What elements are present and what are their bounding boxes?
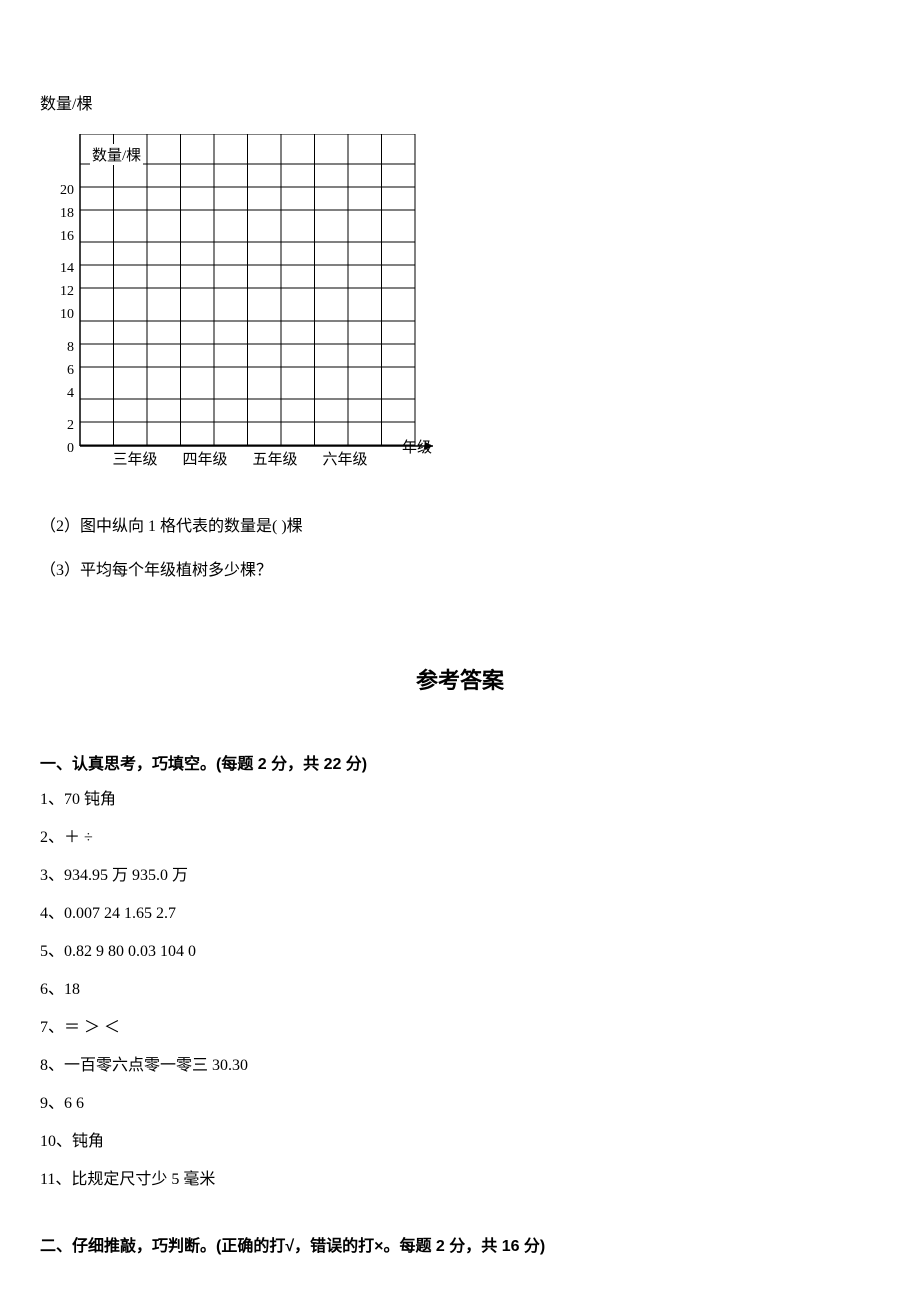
answer-line: 1、70 钝角	[40, 788, 880, 812]
svg-text:8: 8	[67, 340, 74, 355]
answer-line: 5、0.82 9 80 0.03 104 0	[40, 940, 880, 964]
y-axis-inner-label: 数量/棵	[90, 144, 143, 165]
svg-text:4: 4	[67, 386, 74, 401]
answer-line: 10、钝角	[40, 1130, 880, 1154]
svg-text:18: 18	[60, 206, 74, 221]
answer-line: 7、＝ ＞ ＜	[40, 1016, 880, 1040]
svg-text:14: 14	[60, 261, 74, 276]
x-axis-label: 年级	[402, 436, 432, 457]
answer-line: 2、＋ ÷	[40, 826, 880, 850]
svg-text:五年级: 五年级	[252, 451, 297, 468]
svg-text:三年级: 三年级	[112, 451, 157, 468]
section-2-head: 二、仔细推敲，巧判断。(正确的打√，错误的打×。每题 2 分，共 16 分)	[40, 1232, 880, 1256]
answer-line: 4、0.007 24 1.65 2.7	[40, 902, 880, 926]
svg-text:2: 2	[67, 418, 74, 433]
answer-line: 9、6 6	[40, 1092, 880, 1116]
svg-text:10: 10	[60, 307, 74, 322]
svg-text:六年级: 六年级	[322, 451, 367, 468]
section-1-head: 一、认真思考，巧填空。(每题 2 分，共 22 分)	[40, 750, 880, 774]
chart-container: 20181614121086420三年级四年级五年级六年级 数量/棵 年级	[50, 134, 880, 489]
axis-label-top: 数量/棵	[40, 90, 880, 114]
answer-line: 11、比规定尺寸少 5 毫米	[40, 1168, 880, 1192]
answer-line: 8、一百零六点零一零三 30.30	[40, 1054, 880, 1078]
answer-line: 3、934.95 万 935.0 万	[40, 864, 880, 888]
question-3: （3）平均每个年级植树多少棵？	[40, 558, 880, 584]
svg-text:四年级: 四年级	[182, 451, 227, 468]
question-2: （2）图中纵向 1 格代表的数量是( )棵	[40, 514, 880, 540]
svg-text:12: 12	[60, 284, 74, 299]
chart-svg: 20181614121086420三年级四年级五年级六年级	[50, 134, 470, 484]
answer-line: 6、18	[40, 978, 880, 1002]
svg-text:0: 0	[67, 441, 74, 456]
answers-heading: 参考答案	[40, 663, 880, 695]
svg-text:16: 16	[60, 229, 74, 244]
svg-text:6: 6	[67, 363, 74, 378]
section-1-answers: 1、70 钝角 2、＋ ÷ 3、934.95 万 935.0 万 4、0.007 24…	[40, 788, 880, 1192]
svg-text:20: 20	[60, 183, 74, 198]
